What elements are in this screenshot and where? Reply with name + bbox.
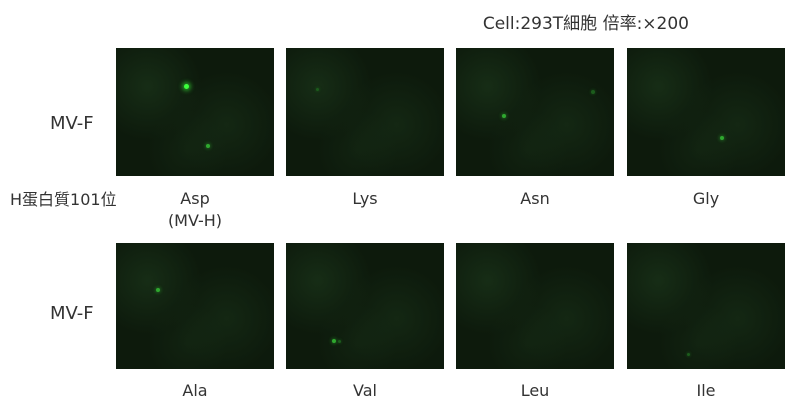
label-gly-line1: Gly (692, 189, 720, 208)
fluorescent-cell (502, 114, 506, 118)
row-label-bottom: MV-F (50, 303, 94, 324)
micrograph-gly (627, 48, 785, 176)
micrograph-asp (116, 48, 274, 176)
label-asp-line2: (MV-H) (167, 211, 223, 230)
label-ile: Ile (626, 380, 786, 402)
fluorescent-cell (332, 339, 336, 343)
figure-caption: Cell:293T細胞 倍率:×200 (482, 14, 689, 34)
label-ala-text: Ala (182, 381, 208, 400)
background-speck (591, 90, 595, 94)
fluorescent-cell (184, 84, 189, 89)
row-label-top: MV-F (50, 113, 94, 134)
micrograph-lys (286, 48, 444, 176)
label-val-text: Val (353, 381, 377, 400)
label-gly: Gly (626, 188, 786, 210)
label-lys-line1: Lys (352, 189, 378, 208)
label-asp: Asp (MV-H) (115, 188, 275, 232)
label-leu: Leu (455, 380, 615, 402)
fluorescent-cell (720, 136, 724, 140)
label-asp-line1: Asp (180, 189, 210, 208)
background-speck (338, 340, 341, 343)
micrograph-asn (456, 48, 614, 176)
label-asn-line1: Asn (520, 189, 550, 208)
micrograph-val (286, 243, 444, 369)
label-leu-text: Leu (520, 381, 550, 400)
label-ala: Ala (115, 380, 275, 402)
micrograph-ala (116, 243, 274, 369)
fluorescent-cell (156, 288, 160, 292)
fluorescent-cell (206, 144, 210, 148)
background-speck (316, 88, 319, 91)
micrograph-leu (456, 243, 614, 369)
label-val: Val (285, 380, 445, 402)
label-ile-text: Ile (696, 381, 716, 400)
micrograph-ile (627, 243, 785, 369)
label-asn: Asn (455, 188, 615, 210)
label-lys: Lys (285, 188, 445, 210)
background-speck (687, 353, 690, 356)
h-protein-position-label: H蛋白質101位 (10, 190, 117, 209)
